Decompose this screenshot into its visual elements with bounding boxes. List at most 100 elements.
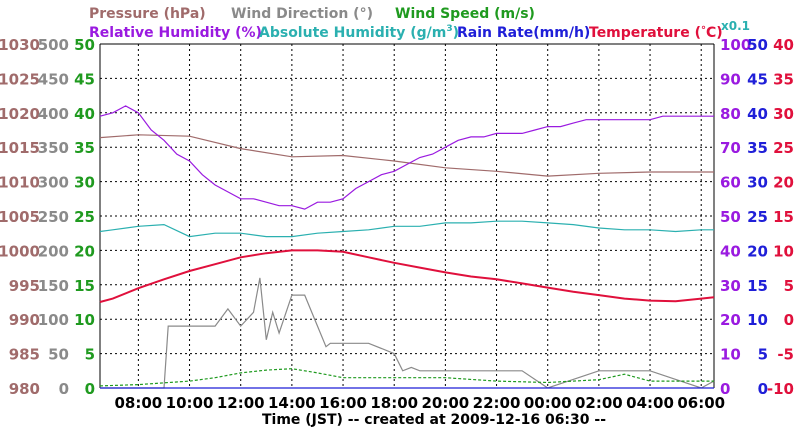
x-tick-label: 00:00	[524, 394, 572, 412]
x-tick-label: 20:00	[422, 394, 470, 412]
rain-rate-tick-label: 30	[747, 174, 768, 192]
legend-temperature-end: C)	[706, 25, 723, 41]
relative-humidity-tick-label: 90	[720, 70, 741, 88]
wind-speed-series-line	[99, 368, 714, 387]
wind-speed-tick-label: 0	[85, 380, 95, 398]
legend-pressure: Pressure (hPa)	[89, 6, 206, 22]
series-layer	[99, 105, 715, 389]
x-tick-label: 02:00	[575, 394, 623, 412]
wind-speed-tick-label: 10	[74, 311, 95, 329]
temperature-tick-label: 40	[773, 36, 794, 54]
wind-speed-tick-label: 45	[74, 70, 95, 88]
absolute-humidity-series-line	[99, 220, 714, 238]
wind-direction-series-line	[100, 277, 715, 389]
relative-humidity-tick-label: 40	[720, 242, 741, 260]
x-tick-label: 14:00	[268, 394, 316, 412]
x-tick-label: 04:00	[626, 394, 674, 412]
temperature-tick-label: 15	[773, 208, 794, 226]
wind-speed-tick-label: 50	[74, 36, 95, 54]
rain-rate-tick-label: 0	[758, 380, 768, 398]
temperature-tick-label: 25	[773, 139, 794, 157]
pressure-tick-label: 1005	[0, 208, 40, 226]
rain-rate-tick-label: 50	[747, 36, 768, 54]
temperature-tick-label: 0	[784, 311, 794, 329]
wind-direction-tick-label: 200	[38, 242, 69, 260]
wind-direction-tick-label: 450	[38, 70, 69, 88]
pressure-tick-label: 1020	[0, 105, 40, 123]
temperature-tick-label: -10	[767, 380, 794, 398]
x-tick-label: 16:00	[319, 394, 367, 412]
wind-direction-tick-label: 50	[48, 346, 69, 364]
grid	[99, 43, 715, 389]
x-tick-label: 12:00	[217, 394, 265, 412]
legend-absolute-humidity-scale: x0.1	[721, 19, 750, 33]
wind-direction-tick-label: 500	[38, 36, 69, 54]
temperature-tick-label: 30	[773, 105, 794, 123]
pressure-tick-label: 985	[9, 346, 40, 364]
legend-temperature: Temperature (°C)	[589, 25, 723, 41]
wind-direction-tick-label: 0	[59, 380, 69, 398]
pressure-tick-label: 1015	[0, 139, 40, 157]
wind-speed-tick-label: 30	[74, 174, 95, 192]
wind-speed-tick-label: 20	[74, 242, 95, 260]
legend-absolute-humidity-end: )	[453, 25, 459, 41]
temperature-tick-label: 10	[773, 242, 794, 260]
relative-humidity-tick-label: 50	[720, 208, 741, 226]
legend-temperature-deg: °	[701, 25, 706, 36]
temperature-tick-label: 20	[773, 174, 794, 192]
relative-humidity-tick-label: 20	[720, 311, 741, 329]
wind-speed-tick-label: 25	[74, 208, 95, 226]
wind-direction-tick-label: 250	[38, 208, 69, 226]
rain-rate-tick-label: 10	[747, 311, 768, 329]
legend-relative-humidity: Relative Humidity (%)	[89, 25, 262, 41]
temperature-tick-label: -5	[777, 346, 794, 364]
relative-humidity-tick-label: 0	[720, 380, 730, 398]
wind-direction-tick-label: 150	[38, 277, 69, 295]
relative-humidity-series-line	[99, 105, 714, 210]
pressure-series-line	[99, 134, 714, 177]
rain-rate-tick-label: 5	[758, 346, 768, 364]
legend-wind-speed: Wind Speed (m/s)	[395, 6, 535, 22]
wind-direction-tick-label: 400	[38, 105, 69, 123]
temperature-tick-label: 35	[773, 70, 794, 88]
axis-layer: 08:00 10:00 12:00 14:00 16:00 18:00 20:00 22:00…	[0, 36, 794, 412]
wind-direction-tick-label: 350	[38, 139, 69, 157]
rain-rate-tick-label: 25	[747, 208, 768, 226]
x-tick-label: 08:00	[115, 394, 163, 412]
relative-humidity-tick-label: 70	[720, 139, 741, 157]
rain-rate-tick-label: 15	[747, 277, 768, 295]
x-tick-label: 22:00	[473, 394, 521, 412]
rain-rate-tick-label: 40	[747, 105, 768, 123]
wind-speed-tick-label: 40	[74, 105, 95, 123]
pressure-tick-label: 1030	[0, 36, 40, 54]
relative-humidity-tick-label: 100	[720, 36, 751, 54]
pressure-tick-label: 1025	[0, 70, 40, 88]
pressure-tick-label: 990	[9, 311, 40, 329]
relative-humidity-tick-label: 10	[720, 346, 741, 364]
wind-speed-tick-label: 5	[85, 346, 95, 364]
x-tick-label: 10:00	[166, 394, 214, 412]
pressure-tick-label: 980	[9, 380, 40, 398]
relative-humidity-tick-label: 30	[720, 277, 741, 295]
legend-wind-direction: Wind Direction (°)	[231, 6, 373, 22]
legend-absolute-humidity-sup: 3	[446, 24, 452, 34]
pressure-tick-label: 1000	[0, 242, 40, 260]
relative-humidity-tick-label: 80	[720, 105, 741, 123]
rain-rate-tick-label: 35	[747, 139, 768, 157]
wind-speed-tick-label: 35	[74, 139, 95, 157]
x-axis-title: Time (JST) -- created at 2009-12-16 06:3…	[262, 412, 606, 428]
rain-rate-tick-label: 45	[747, 70, 768, 88]
wind-speed-tick-label: 15	[74, 277, 95, 295]
pressure-tick-label: 1010	[0, 174, 40, 192]
pressure-tick-label: 995	[9, 277, 40, 295]
temperature-tick-label: 5	[784, 277, 794, 295]
wind-direction-tick-label: 300	[38, 174, 69, 192]
legend-rain-rate: Rain Rate(mm/h)	[457, 25, 590, 41]
x-tick-label: 06:00	[677, 394, 725, 412]
wind-direction-tick-label: 100	[38, 311, 69, 329]
legend-absolute-humidity-base: Absolute Humidity (g/m	[259, 25, 446, 41]
legend-temperature-base: Temperature (	[589, 25, 701, 41]
relative-humidity-tick-label: 60	[720, 174, 741, 192]
x-tick-label: 18:00	[370, 394, 418, 412]
